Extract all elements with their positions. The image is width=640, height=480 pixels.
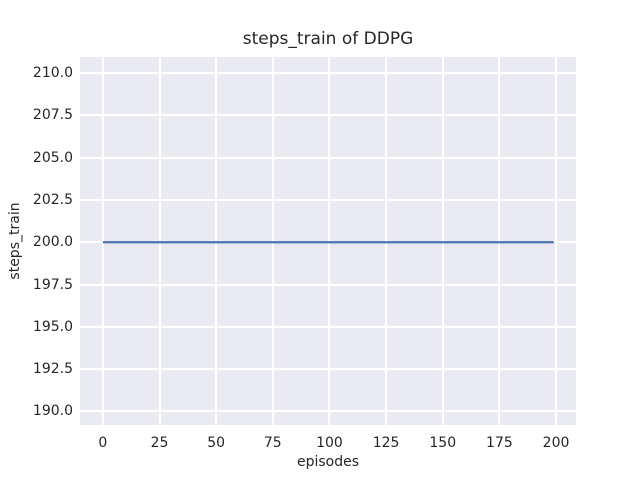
plot-canvas: [102, 241, 554, 244]
y-tick-label: 192.5: [32, 361, 73, 378]
y-tick-label: 190.0: [32, 403, 73, 420]
x-tick-label: 50: [207, 435, 226, 451]
y-tick-label: 207.5: [32, 107, 73, 124]
gridline-horizontal: [80, 114, 576, 117]
y-tick-label: 210.0: [32, 65, 73, 82]
x-tick-label: 100: [316, 435, 343, 451]
y-tick-label: 197.5: [32, 276, 73, 293]
x-tick-label: 25: [150, 435, 169, 451]
y-tick-label: 205.0: [32, 149, 73, 166]
plot-title: steps_train of DDPG: [242, 29, 414, 49]
gridline-vertical: [555, 57, 558, 425]
gridline-vertical: [385, 57, 388, 425]
y-tick-label: 200.0: [32, 234, 73, 251]
x-tick-label: 200: [542, 435, 570, 451]
gridline-vertical: [328, 57, 331, 425]
x-axis-label: episodes: [296, 454, 360, 470]
x-tick-label: 175: [486, 435, 513, 451]
gridline-horizontal: [80, 283, 576, 286]
gridline-horizontal: [80, 325, 576, 328]
y-tick-label: 202.5: [32, 191, 73, 208]
axes: [80, 57, 576, 425]
gridline-vertical: [101, 57, 104, 425]
gridline-horizontal: [80, 156, 576, 159]
gridline-horizontal: [80, 410, 576, 413]
gridline-horizontal: [80, 72, 576, 75]
gridline-horizontal: [80, 368, 576, 371]
x-tick-label: 75: [263, 435, 282, 451]
x-tick-label: 125: [372, 435, 400, 451]
gridline-vertical: [158, 57, 161, 425]
x-tick-label: 0: [98, 435, 108, 451]
gridline-vertical: [271, 57, 274, 425]
gridline-vertical: [215, 57, 218, 425]
gridline-vertical: [441, 57, 444, 425]
x-tick-label: 150: [429, 435, 457, 451]
gridline-vertical: [498, 57, 501, 425]
gridline-horizontal: [80, 198, 576, 201]
y-tick-label: 195.0: [32, 318, 73, 335]
